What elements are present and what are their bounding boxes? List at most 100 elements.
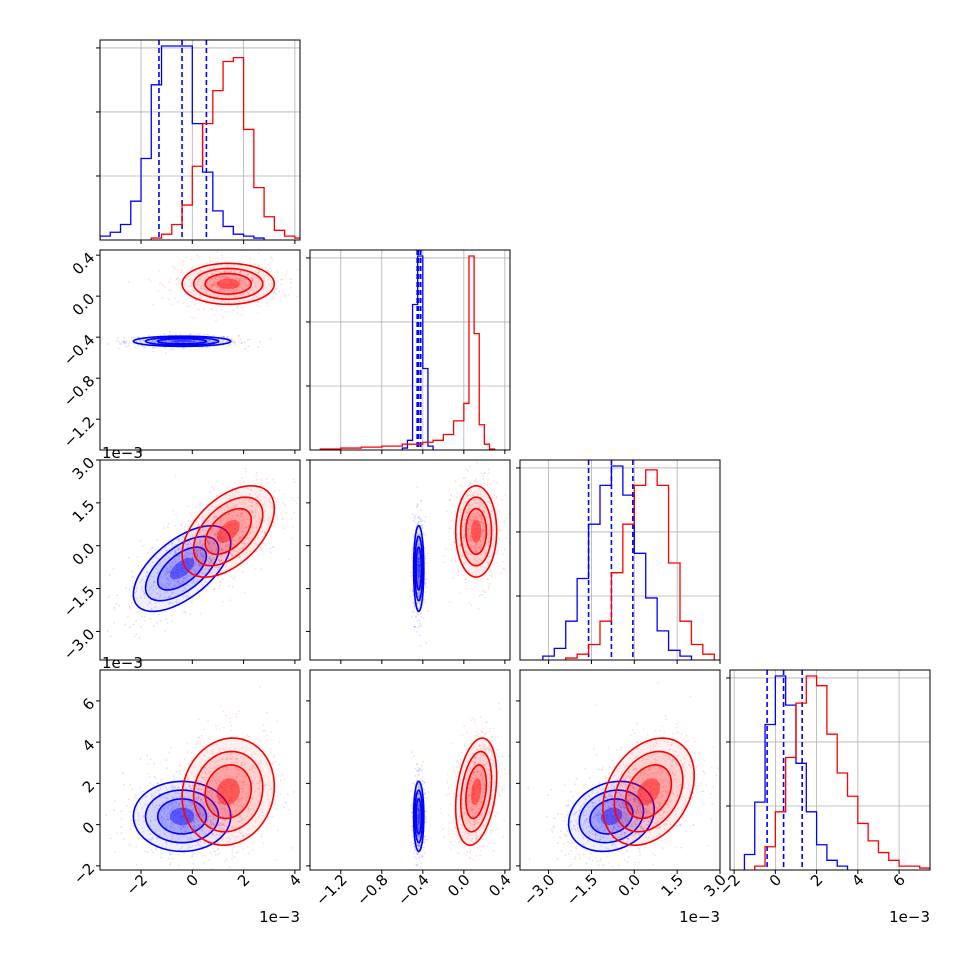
sample-point xyxy=(480,521,483,524)
sample-point xyxy=(472,494,475,497)
sample-point xyxy=(143,615,146,618)
sample-point xyxy=(206,819,209,822)
sample-point xyxy=(480,515,483,518)
sample-point xyxy=(182,557,185,560)
sample-point xyxy=(176,786,179,788)
sample-point xyxy=(474,545,477,548)
sample-point xyxy=(504,494,507,496)
sample-point xyxy=(225,564,228,567)
sample-point xyxy=(272,297,274,300)
sample-point xyxy=(171,592,174,594)
sample-point xyxy=(209,557,212,560)
sample-point xyxy=(173,814,176,817)
sample-point xyxy=(167,811,170,814)
sample-point xyxy=(227,299,230,302)
sample-point xyxy=(257,536,260,539)
sample-point xyxy=(171,341,174,344)
sample-point xyxy=(238,556,241,558)
sample-point xyxy=(478,515,481,517)
sample-point xyxy=(417,566,419,569)
sample-point xyxy=(240,313,243,316)
sample-point xyxy=(276,269,279,272)
sample-point xyxy=(240,270,243,273)
sample-point xyxy=(217,283,220,286)
sample-point xyxy=(215,320,217,322)
sample-point xyxy=(116,594,119,597)
sample-point xyxy=(150,839,153,842)
sample-point xyxy=(238,265,241,268)
sample-point xyxy=(212,817,215,820)
sample-point xyxy=(251,279,254,282)
sample-point xyxy=(222,548,225,551)
sample-point xyxy=(258,296,261,298)
sample-point xyxy=(162,561,165,564)
sample-point xyxy=(142,590,145,593)
sample-point xyxy=(417,520,420,523)
sample-point xyxy=(498,512,501,515)
sample-point xyxy=(417,576,420,579)
sample-point xyxy=(242,261,245,264)
sample-point xyxy=(469,527,472,530)
sample-point xyxy=(260,526,263,529)
sample-point xyxy=(417,567,419,569)
sample-point xyxy=(157,789,160,792)
sample-point xyxy=(417,543,420,546)
sample-point xyxy=(210,558,212,561)
sample-point xyxy=(225,556,228,559)
sample-point xyxy=(457,574,460,577)
sample-point xyxy=(229,494,232,497)
sample-point xyxy=(200,516,203,519)
sample-point xyxy=(476,560,479,563)
sample-point xyxy=(254,551,257,554)
sample-point xyxy=(267,519,269,522)
sample-point xyxy=(182,800,185,803)
sample-point xyxy=(155,340,158,343)
sample-point xyxy=(142,345,145,348)
sample-point xyxy=(259,549,261,551)
sample-point xyxy=(258,270,261,273)
scatter-content xyxy=(409,460,508,647)
sample-point xyxy=(479,540,482,543)
sample-point xyxy=(270,255,273,258)
sample-point xyxy=(214,276,217,279)
sample-point xyxy=(238,518,241,520)
sample-point xyxy=(213,299,216,302)
sample-point xyxy=(180,523,182,526)
sample-point xyxy=(490,545,493,548)
sample-point xyxy=(212,541,215,544)
sample-point xyxy=(418,571,421,573)
sample-point xyxy=(233,575,236,578)
sample-point xyxy=(245,284,248,287)
sample-point xyxy=(178,339,181,342)
sample-point xyxy=(473,499,476,502)
sample-point xyxy=(240,512,242,515)
sample-point xyxy=(236,836,239,839)
sample-point xyxy=(235,556,238,559)
sample-point xyxy=(175,581,178,584)
sample-point xyxy=(169,570,171,573)
sample-point xyxy=(134,346,137,349)
sample-point xyxy=(163,585,165,587)
sample-point xyxy=(496,552,498,555)
sample-point xyxy=(197,521,200,524)
sample-point xyxy=(178,773,181,775)
sample-point xyxy=(165,549,167,552)
sample-point xyxy=(479,529,482,532)
sample-point xyxy=(197,546,200,548)
sample-point xyxy=(488,540,491,543)
sample-point xyxy=(183,586,186,589)
sample-point xyxy=(237,537,240,539)
sample-point xyxy=(253,263,256,266)
sample-point xyxy=(222,288,224,291)
sample-point xyxy=(274,496,276,499)
sample-point xyxy=(215,550,218,552)
sample-point xyxy=(226,505,229,508)
sample-point xyxy=(225,296,228,299)
sample-point xyxy=(215,495,218,497)
sample-point xyxy=(420,499,423,502)
sample-point xyxy=(135,845,137,848)
sample-point xyxy=(211,505,214,507)
sample-point xyxy=(475,515,477,518)
sample-point xyxy=(232,282,234,285)
sample-point xyxy=(248,492,251,495)
